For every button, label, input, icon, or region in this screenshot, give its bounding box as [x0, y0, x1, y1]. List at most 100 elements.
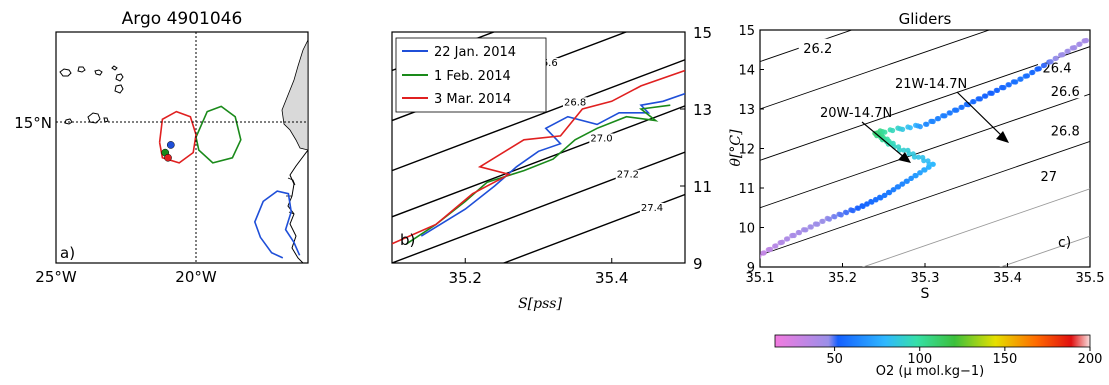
data-point: [1077, 41, 1083, 47]
isopycnal-line: [999, 235, 1090, 267]
data-point: [815, 221, 821, 227]
legend-label: 1 Feb. 2014: [434, 69, 511, 84]
colorbar-ticks: 50 100 150 200: [826, 347, 1102, 367]
panel-b-label: b): [400, 231, 415, 249]
colorbar-tick-label: 200: [1078, 352, 1103, 367]
x-tick-label-b: 35.2: [449, 269, 482, 287]
africa-coast: [287, 149, 308, 263]
y-tick-label-c: 13: [738, 103, 755, 118]
data-point: [959, 104, 965, 110]
data-point: [773, 243, 779, 249]
annotation-arrow: [861, 121, 906, 159]
colorbar-tick-label: 100: [907, 352, 932, 367]
colorbar-label: O2 (μ mol.kg−1): [876, 364, 985, 379]
ts-series-line: [406, 104, 671, 245]
colorbar-tick-label: 150: [992, 352, 1017, 367]
isopycnal-label: 27.0: [590, 134, 612, 145]
float-track: [253, 190, 301, 259]
data-point: [895, 184, 902, 190]
data-point: [917, 170, 923, 176]
panel-a-label: a): [60, 244, 75, 262]
data-point: [930, 118, 936, 125]
x-tick-label-c: 35.3: [911, 271, 940, 286]
y-tick-label-c: 9: [747, 261, 755, 276]
map-tracks: [158, 105, 301, 259]
isopycnal-label: 27: [1040, 170, 1057, 185]
island: [77, 66, 86, 73]
legend-b: 22 Jan. 2014 1 Feb. 2014 3 Mar. 2014: [395, 37, 547, 113]
isopycnal-line: [760, 140, 1090, 256]
y-tick-label-b: 9: [693, 255, 703, 273]
isopycnal-label-bg: [798, 38, 837, 55]
y-axis-label-c: θ[°C]: [728, 129, 744, 167]
lat-tick-label: 15°N: [14, 114, 52, 132]
data-point: [1083, 37, 1089, 44]
data-point: [820, 218, 826, 224]
panel-b-ts-plot: 26.4 26.6 26.8 27.0 27.2 27.4 22 Jan. 2014 1 …: [391, 19, 712, 312]
legend-label: 3 Mar. 2014: [434, 92, 511, 107]
isopycnal-line: [392, 59, 685, 172]
isopycnal-line: [760, 46, 1090, 161]
data-point: [1036, 66, 1042, 72]
lon-tick-label: 20°W: [175, 268, 217, 286]
x-tick-label-b: 35.4: [595, 269, 628, 287]
x-axis-label-b: S[pss]: [518, 296, 562, 312]
data-point: [1060, 52, 1066, 58]
island: [115, 73, 124, 82]
arrowhead: [996, 131, 1009, 143]
data-point: [1048, 59, 1054, 65]
isopycnal-label: 26.4: [507, 19, 529, 30]
data-point: [971, 99, 977, 105]
data-point: [935, 116, 942, 122]
y-tick-label-c: 10: [738, 222, 755, 237]
data-point: [910, 151, 916, 157]
isopycnal-line: [392, 105, 685, 218]
y-tick-label-c: 15: [738, 24, 755, 39]
data-point: [1018, 76, 1024, 82]
data-point: [873, 197, 879, 203]
data-point: [1006, 82, 1012, 88]
isopycnal-label: 26.6: [535, 58, 557, 69]
isopycnal-label-bg: [534, 58, 559, 70]
data-point: [915, 154, 922, 160]
series-b: [392, 69, 685, 245]
isopycnal-label-bg: [639, 202, 665, 214]
island: [111, 65, 118, 71]
y-tick-label-b: 11: [693, 178, 712, 196]
island: [94, 69, 103, 76]
y-tick-label-c: 11: [738, 182, 755, 197]
data-point: [844, 210, 850, 216]
data-point: [924, 121, 930, 127]
colorbar-tick-label: 50: [826, 352, 843, 367]
panel-c-label: c): [1058, 235, 1071, 251]
data-point: [905, 147, 911, 153]
data-point: [983, 93, 989, 99]
data-point: [891, 187, 897, 193]
isopycnal-line: [861, 188, 1090, 267]
isopycnal-label: 27.2: [617, 170, 639, 181]
data-point: [900, 181, 906, 187]
data-point: [887, 190, 893, 196]
data-point: [989, 90, 995, 96]
data-point: [900, 126, 906, 132]
data-point: [1053, 55, 1059, 61]
data-point: [947, 110, 953, 116]
data-point: [1013, 79, 1019, 85]
y-tick-label-b: 13: [693, 101, 712, 119]
data-point: [869, 199, 875, 205]
annotation-label: 21W-14.7N: [895, 77, 967, 92]
data-point: [1030, 69, 1036, 75]
data-point: [779, 239, 786, 245]
data-point: [826, 216, 833, 222]
data-point: [942, 113, 948, 119]
colorbar-gradient: [774, 334, 1091, 348]
isopycnal-label: 26.8: [564, 97, 586, 108]
x-tick-label-c: 35.4: [993, 271, 1022, 286]
data-point: [808, 224, 814, 230]
data-point: [994, 87, 1001, 93]
float-track: [195, 105, 242, 164]
isopycnal-label-bg: [506, 19, 530, 30]
panel-c-scatter: Gliders 26.2 26.4 26.6 26.8 27 20W-14.7N 21W…: [728, 10, 1104, 302]
isopycnal-label-bg: [1046, 121, 1085, 138]
data-point: [925, 158, 931, 164]
